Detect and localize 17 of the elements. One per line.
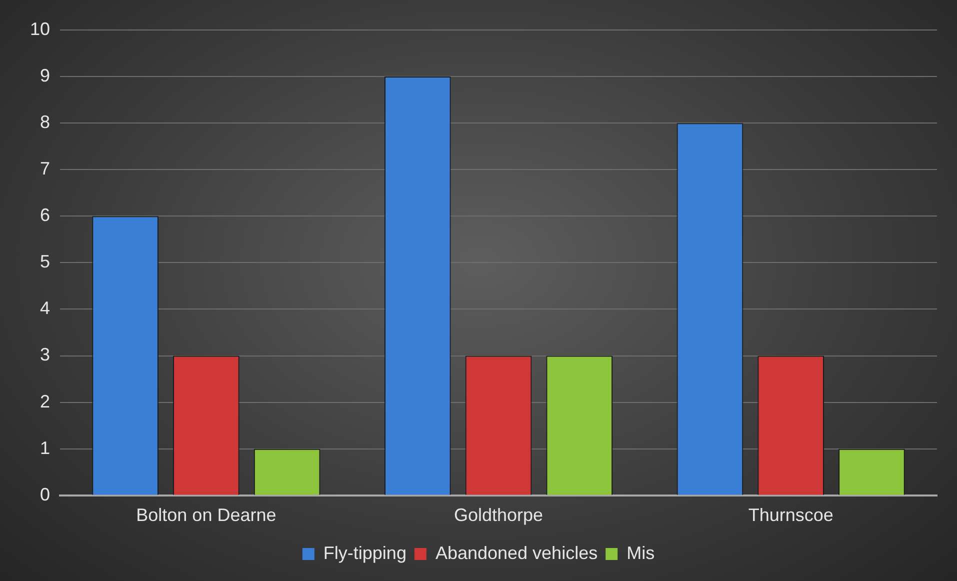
y-tick-label: 0 [40,484,50,504]
legend-label: Mis [626,542,655,563]
y-tick-label: 9 [40,66,50,86]
x-tick-label: Thurnscoe [748,505,834,526]
legend-label: Fly-tipping [323,542,406,563]
y-tick-label: 6 [40,205,50,226]
y-tick-label: 4 [40,298,50,318]
y-tick-label: 3 [40,344,50,365]
legend-label: Abandoned vehicles [435,542,598,563]
y-tick-label: 8 [40,112,50,132]
y-tick-label: 10 [30,18,50,39]
x-tick-label: Bolton on Dearne [136,505,276,526]
y-tick-label: 7 [40,158,50,179]
y-tick-label: 5 [40,252,50,272]
y-tick-label: 2 [40,391,50,412]
x-tick-label: Goldthorpe [454,505,544,526]
y-tick-label: 1 [40,438,50,458]
